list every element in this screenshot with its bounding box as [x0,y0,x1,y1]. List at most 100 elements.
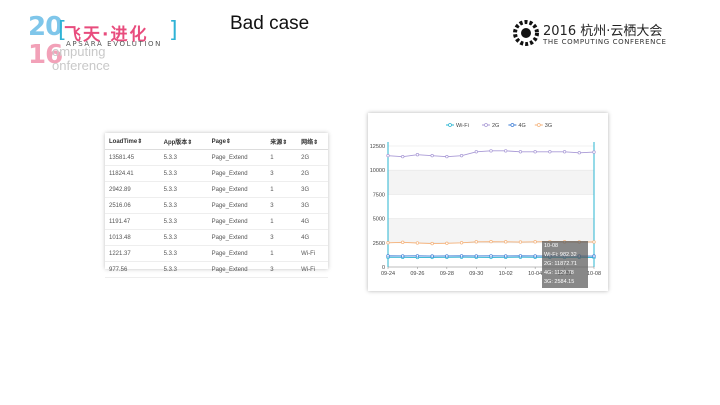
x-tick-label: 10-08 [587,271,601,277]
data-point [415,254,420,258]
tooltip-line: 3G: 2584.15 [544,279,575,285]
slide-title: Bad case [230,13,310,34]
legend-label: 4G [518,123,525,129]
table-row: 13581.45 5.3.3 Page_Extend 1 2G [105,149,328,166]
data-point [401,154,405,159]
table-cell: 2G [297,149,328,166]
table-row: 2942.89 5.3.3 Page_Extend 1 3G [105,181,328,198]
table-cell: Page_Extend [207,261,267,278]
table-row: 2516.06 5.3.3 Page_Extend 3 3G [105,197,328,214]
table-cell: 4G [297,229,328,246]
data-point [445,154,449,159]
table-cell: 2942.89 [105,181,160,198]
logo-bracket-right: ] [169,18,178,43]
table-cell: 1221.37 [105,245,160,262]
logo-year-top: 20 [28,12,63,42]
data-point [489,239,493,244]
table-cell: Page_Extend [207,213,267,230]
legend-label: 2G [492,123,499,129]
tooltip-line: Wi-Fi: 982.32 [544,252,577,258]
table-cell: 5.3.3 [159,181,208,198]
line-chart: 0 2500 5000 7500 10000 12500 09-24 09-26 09-28 09… [370,123,601,277]
column-header[interactable]: 来源⇕ [266,133,298,150]
data-point [504,149,508,153]
table-cell: 3 [266,261,298,278]
table-cell: 4G [297,213,328,230]
data-point [474,150,478,154]
table-cell: 3 [266,229,298,246]
data-point [592,150,596,154]
table-cell: 977.56 [105,261,160,278]
table-cell: 2G [297,165,328,182]
table-cell: Page_Extend [207,197,267,214]
logo-brand-en: APSARA EVOLUTION [66,40,162,48]
chart-tooltip: 10-08 Wi-Fi: 982.32 2G: 11872.71 4G: 112… [542,241,588,288]
conference-logo: 20 16 omputing onference [ 飞天·进化 APSARA … [28,14,198,76]
tooltip-date: 10-08 [544,243,559,249]
data-point [489,149,493,153]
table-cell: 1 [266,245,298,262]
x-tick-label: 09-30 [469,271,483,277]
data-point [518,240,523,244]
data-point [401,240,405,244]
table-row: 1013.48 5.3.3 Page_Extend 3 4G [105,229,328,246]
logo-year-bottom: 16 [28,40,63,70]
yunqi-logo-en: THE COMPUTING CONFERENCE [543,38,667,46]
data-point [489,254,493,258]
loadtime-table: LoadTime⇕ App版本⇕ Page⇕ 来源⇕ 网络⇕ 13581.45 5.3.3… [105,133,328,278]
yunqi-logo: 2016 杭州·云栖大会 THE COMPUTING CONFERENCE [513,20,713,52]
x-tick-label: 10-04 [528,271,542,277]
table-cell: 3G [297,197,328,214]
table-row: 1221.37 5.3.3 Page_Extend 1 Wi-Fi [105,245,328,262]
table-cell: 11824.41 [105,165,160,182]
table-row: 1191.47 5.3.3 Page_Extend 1 4G [105,213,328,230]
data-point [386,254,390,258]
y-tick-label: 2500 [373,241,385,247]
data-point [504,240,508,244]
data-point [518,254,523,258]
x-tick-label: 09-28 [440,271,454,277]
table-cell: Page_Extend [207,181,267,198]
tooltip-line: 4G: 1129.78 [544,270,574,276]
data-point [445,241,449,245]
table-cell: 5.3.3 [159,213,208,230]
table-cell: Page_Extend [207,229,267,246]
yunqi-logo-cn: 2016 杭州·云栖大会 [543,24,663,39]
legend-label: Wi-Fi [456,123,469,129]
column-header[interactable]: 网络⇕ [297,133,328,150]
table-header-row: LoadTime⇕ App版本⇕ Page⇕ 来源⇕ 网络⇕ [105,133,328,150]
data-point [518,150,523,154]
loadtime-chart: 0 2500 5000 7500 10000 12500 09-24 09-26 09-28 09… [368,113,608,291]
table-cell: Page_Extend [207,165,267,182]
x-tick-label: 10-02 [499,271,513,277]
legend-marker [510,123,515,127]
table-cell: 2516.06 [105,197,160,214]
legend-marker [484,123,488,127]
table-cell: 13581.45 [105,149,160,166]
y-tick-label: 10000 [370,168,385,174]
logo-conference-text: onference [52,58,110,73]
data-point [430,241,434,246]
data-point [504,254,508,258]
table-cell: Page_Extend [207,245,267,262]
data-point [459,154,464,158]
data-point [445,254,449,258]
logo-bracket-left: [ [58,18,67,43]
column-header[interactable]: Page⇕ [207,133,267,150]
x-tick-label: 09-26 [410,271,424,277]
y-tick-label: 12500 [370,144,385,150]
column-header[interactable]: LoadTime⇕ [105,133,160,150]
legend-marker [448,123,452,127]
data-point [474,240,478,244]
y-tick-label: 7500 [373,192,385,198]
data-point [386,154,390,158]
legend-marker [536,123,541,127]
data-point [430,154,434,158]
column-header[interactable]: App版本⇕ [159,133,208,150]
data-point [415,153,420,157]
data-point [592,240,596,244]
tooltip-line: 2G: 11872.71 [544,261,577,267]
table-cell: 1 [266,213,298,230]
data-point [533,150,537,154]
table-cell: Wi-Fi [297,261,328,278]
